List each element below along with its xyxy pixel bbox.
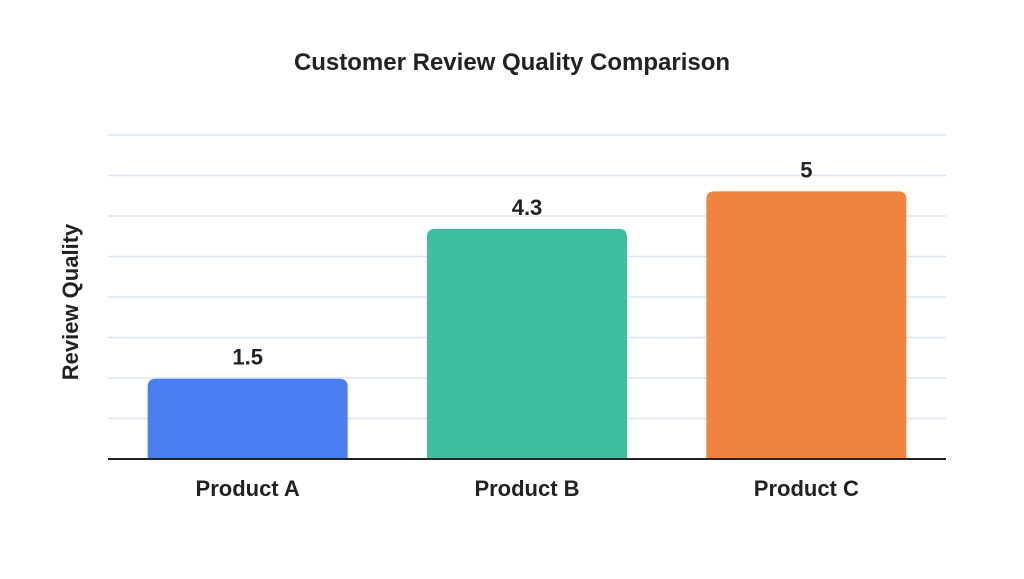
data-labels: 1.5 4.3 5 (232, 157, 812, 369)
x-tick-label-product-b: Product B (474, 476, 579, 501)
data-label-product-a: 1.5 (232, 345, 263, 370)
x-tick-label-product-a: Product A (196, 476, 300, 501)
bar-product-b (427, 228, 627, 459)
bar-product-c (706, 191, 907, 459)
y-axis-label: Review Quality (58, 223, 83, 380)
x-tick-label-product-c: Product C (754, 476, 859, 501)
data-label-product-c: 5 (800, 157, 812, 182)
data-label-product-b: 4.3 (512, 195, 543, 220)
chart-title: Customer Review Quality Comparison (294, 49, 730, 76)
bar-product-a (147, 378, 348, 459)
x-tick-labels: Product A Product B Product C (196, 476, 859, 501)
bars (147, 191, 907, 459)
